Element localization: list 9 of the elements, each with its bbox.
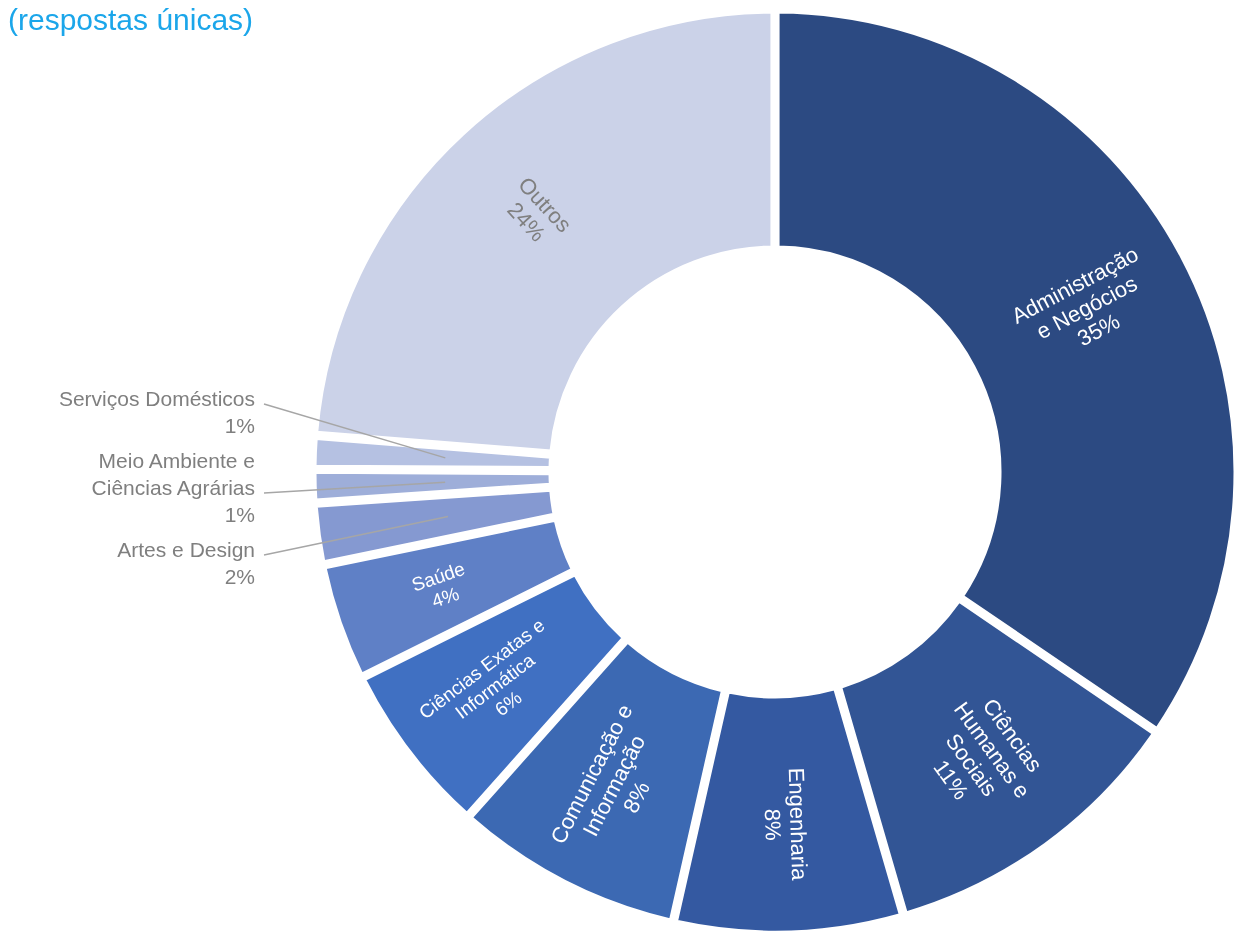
slice-label: Engenharia [783, 767, 813, 882]
slice-label: Serviços Domésticos [58, 387, 255, 410]
chart-title: (respostas únicas) [8, 3, 254, 36]
slice-label: Artes e Design [117, 538, 255, 561]
data-label: 1% [224, 503, 255, 526]
slice-label: Meio Ambiente e Ciências Agrárias [91, 449, 255, 499]
data-label: 8% [759, 808, 786, 841]
data-label: 2% [224, 565, 255, 588]
data-label: 1% [224, 414, 255, 437]
